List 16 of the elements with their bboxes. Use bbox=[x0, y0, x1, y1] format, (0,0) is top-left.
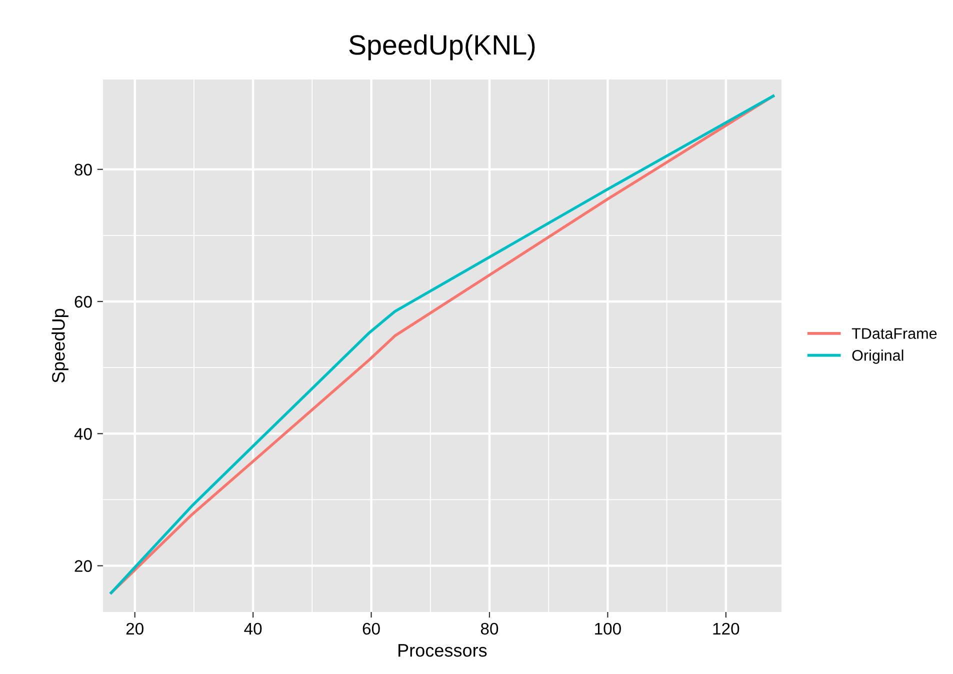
y-tick-label: 80 bbox=[74, 164, 92, 176]
x-tick-label: 20 bbox=[126, 622, 144, 635]
x-tick-label: 100 bbox=[595, 622, 621, 635]
y-tick-label: 60 bbox=[74, 296, 92, 308]
x-tick-label: 120 bbox=[713, 622, 740, 635]
x-axis-title: Processors bbox=[398, 644, 487, 657]
legend-label: Original bbox=[852, 350, 904, 364]
legend-label: TDataFrame bbox=[852, 328, 937, 339]
x-tick-label: 80 bbox=[480, 622, 498, 635]
y-tick-label: 20 bbox=[74, 560, 92, 572]
y-axis-title: SpeedUp bbox=[52, 308, 68, 383]
x-tick-label: 60 bbox=[362, 622, 380, 635]
chart-title: SpeedUp(KNL) bbox=[349, 34, 535, 60]
x-tick-label: 40 bbox=[244, 622, 262, 635]
line-series bbox=[110, 94, 775, 594]
y-tick-label: 40 bbox=[74, 428, 92, 440]
